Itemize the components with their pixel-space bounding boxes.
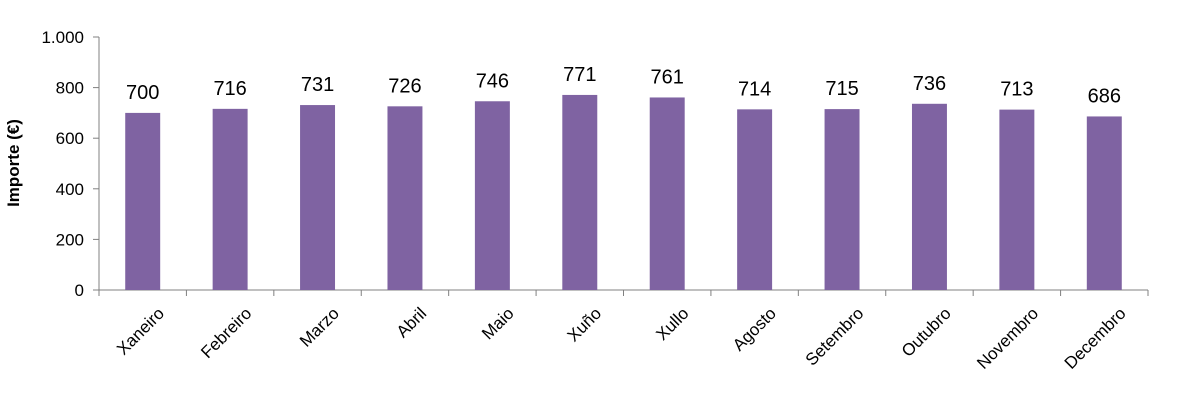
bar <box>1086 116 1122 290</box>
category-label: Xullo <box>652 304 692 344</box>
y-axis-title: Importe (€) <box>4 119 23 207</box>
bar <box>911 103 947 291</box>
bar <box>649 97 685 290</box>
y-axis: 0 200 400 600 800 1.000 <box>41 28 100 300</box>
bars <box>125 94 1122 291</box>
data-label: 771 <box>563 64 596 86</box>
data-label: 715 <box>825 78 858 100</box>
data-label: 726 <box>388 75 421 97</box>
category-label: Abril <box>393 304 430 341</box>
data-label: 716 <box>213 78 246 100</box>
y-tick-label: 800 <box>56 79 84 98</box>
bar <box>212 108 248 291</box>
category-label: Maio <box>478 304 517 343</box>
bar <box>999 109 1035 291</box>
data-label: 714 <box>738 78 771 100</box>
bar <box>562 94 598 290</box>
bar <box>300 105 336 290</box>
data-label: 761 <box>651 66 684 88</box>
y-tick-label: 200 <box>56 230 84 249</box>
data-label: 746 <box>476 70 509 92</box>
bar <box>474 101 510 291</box>
y-tick-label: 600 <box>56 129 84 148</box>
category-label: Agosto <box>729 304 780 355</box>
category-label: Novembro <box>973 304 1042 373</box>
data-label: 686 <box>1088 85 1121 107</box>
data-label: 731 <box>301 74 334 96</box>
data-label: 700 <box>126 82 159 104</box>
bar <box>737 109 773 290</box>
x-axis <box>98 289 1149 296</box>
bar <box>387 106 423 291</box>
data-label: 736 <box>913 73 946 95</box>
category-labels: Xaneiro Febreiro Marzo Abril Maio Xuño Xullo Ag… <box>113 304 1129 373</box>
y-tick-label: 0 <box>75 281 84 300</box>
category-label: Marzo <box>296 304 343 351</box>
bar <box>824 109 860 290</box>
y-tick-label: 400 <box>56 180 84 199</box>
y-tick-label: 1.000 <box>41 28 84 47</box>
category-label: Outubro <box>898 304 955 361</box>
category-label: Setembro <box>802 304 868 370</box>
category-label: Decembro <box>1061 304 1130 373</box>
category-label: Xaneiro <box>113 304 168 359</box>
data-labels: 700 716 731 726 746 771 761 714 715 736 713 686 <box>126 64 1121 108</box>
data-label: 713 <box>1000 79 1033 101</box>
category-label: Febreiro <box>197 304 255 362</box>
bar <box>125 112 161 291</box>
category-label: Xuño <box>564 304 606 346</box>
